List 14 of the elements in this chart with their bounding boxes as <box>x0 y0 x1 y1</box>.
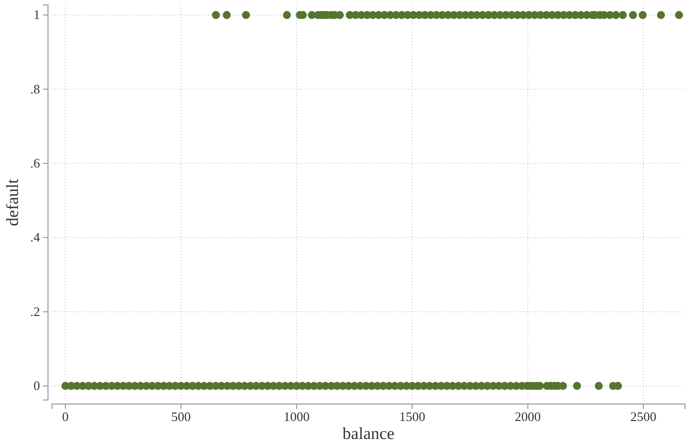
x-tick-label: 0 <box>62 409 69 424</box>
y-tick-label: .4 <box>30 230 40 245</box>
x-tick-label: 1500 <box>399 409 426 424</box>
y-axis-title: default <box>3 178 22 226</box>
x-axis-title: balance <box>342 424 394 443</box>
y-tick-label: .6 <box>30 156 40 171</box>
y-tick-label: .8 <box>30 81 40 96</box>
y-tick-label: .2 <box>30 304 40 319</box>
x-tick-label: 1000 <box>284 409 310 424</box>
x-tick-label: 500 <box>171 409 191 424</box>
y-tick-label: 0 <box>34 378 40 394</box>
x-tick-label: 2500 <box>630 409 656 424</box>
y-tick-label: 1 <box>34 7 40 22</box>
x-tick-label: 2000 <box>514 409 541 424</box>
